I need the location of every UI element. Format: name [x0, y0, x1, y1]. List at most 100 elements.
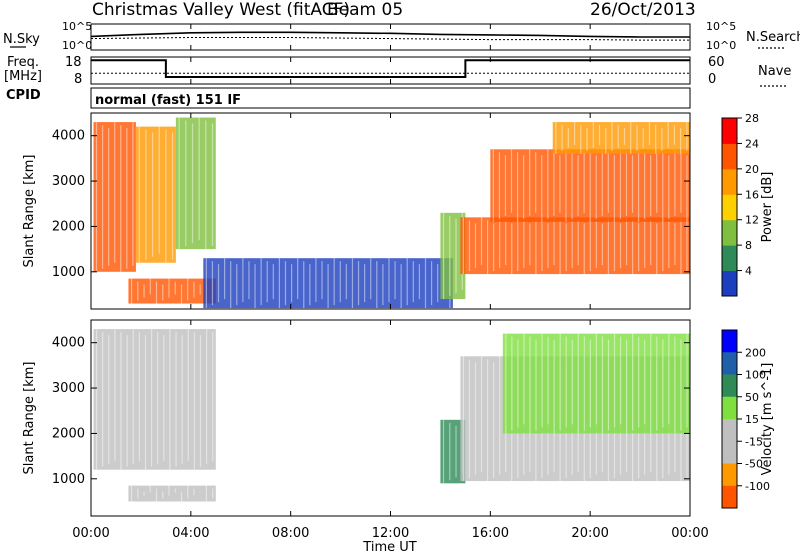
freq-tick-left-top: 18 — [65, 55, 82, 70]
scatter-region — [502, 333, 690, 434]
x-axis-ticks: 00:00 04:00 08:00 12:00 16:00 20:00 00:00 — [72, 24, 709, 541]
colorbar-swatch — [722, 330, 737, 353]
colorbar-tick-label: 28 — [745, 112, 759, 125]
scatter-region — [93, 122, 136, 272]
x-tick-label: 04:00 — [172, 526, 209, 541]
beam-label: Beam 05 — [327, 0, 403, 20]
velocity-colorbar-ticks: 200 100 50 15 -15 -50 -100 — [737, 346, 770, 493]
power-yticks: 1000 2000 3000 4000 — [52, 129, 690, 280]
cpid-text: normal (fast) 151 IF — [95, 93, 241, 108]
y-tick-label: 3000 — [52, 174, 85, 189]
colorbar-swatch — [722, 219, 737, 246]
y-tick-label: 1000 — [52, 472, 85, 487]
colorbar-swatch — [722, 118, 737, 144]
noise-panel: 10^5 10^0 10^5 10^0 — [62, 20, 736, 52]
noise-tick-left-top: 10^5 — [62, 20, 92, 33]
colorbar-tick-label: 20 — [745, 163, 759, 176]
scatter-region — [552, 122, 690, 154]
freq-tick-right-top: 60 — [708, 55, 725, 70]
colorbar-tick-label: 8 — [745, 239, 752, 252]
power-colorbar: 4 8 12 16 20 24 28 Power [dB] — [721, 112, 775, 297]
figure-title: Christmas Valley West (fitACF) — [92, 0, 350, 20]
noise-lines — [90, 31, 690, 41]
colorbar-swatch — [722, 419, 737, 442]
colorbar-swatch — [722, 485, 737, 509]
scatter-region — [128, 278, 216, 304]
x-tick-label: 12:00 — [372, 526, 409, 541]
colorbar-swatch — [722, 374, 737, 398]
scatter-region — [175, 117, 216, 250]
velocity-colorbar: 200 100 50 15 -15 -50 -100 Velocity [m s^-1] — [721, 329, 775, 509]
freq-tick-right-bottom: 0 — [708, 72, 716, 87]
cpid-label: CPID — [6, 88, 41, 103]
x-axis-label: Time UT — [362, 540, 416, 554]
scatter-region — [128, 485, 216, 502]
colorbar-tick-label: 100 — [745, 369, 766, 382]
colorbar-swatch — [722, 245, 737, 272]
colorbar-tick-label: 4 — [745, 265, 752, 278]
cpid-box — [90, 87, 691, 109]
scatter-region — [203, 258, 453, 309]
scatter-region — [490, 149, 690, 222]
noise-tick-right-top: 10^5 — [706, 20, 736, 33]
nave-label: Nave — [758, 64, 791, 79]
scatter-region — [460, 217, 690, 275]
scatter-region — [135, 126, 176, 263]
y-tick-label: 4000 — [52, 336, 85, 351]
freq-tick-left-bottom: 8 — [74, 72, 82, 87]
noise-series-1 — [90, 37, 690, 41]
freq-label-1: Freq. — [7, 55, 39, 70]
x-tick-label: 08:00 — [272, 526, 309, 541]
colorbar-tick-label: -15 — [745, 435, 763, 448]
velocity-colorbar-swatches — [722, 330, 737, 509]
colorbar-tick-label: 50 — [745, 391, 759, 404]
power-colorbar-swatches — [722, 118, 737, 297]
x-tick-label: 00:00 — [671, 526, 708, 541]
colorbar-tick-label: 15 — [745, 413, 759, 426]
noise-tick-right-bottom: 10^0 — [706, 39, 736, 52]
colorbar-swatch — [722, 352, 737, 375]
noise-series-0 — [90, 31, 690, 38]
velocity-yticks: 1000 2000 3000 4000 — [52, 336, 690, 487]
colorbar-tick-label: 24 — [745, 137, 759, 150]
scatter-region — [93, 329, 216, 470]
colorbar-tick-label: 12 — [745, 214, 759, 227]
noise-tick-left-bottom: 10^0 — [62, 39, 92, 52]
colorbar-tick-label: 200 — [745, 346, 766, 359]
power-colorbar-ticks: 4 8 12 16 20 24 28 — [737, 112, 759, 278]
x-tick-label: 00:00 — [72, 526, 109, 541]
x-tick-label: 16:00 — [472, 526, 509, 541]
date-label: 26/Oct/2013 — [590, 0, 696, 20]
colorbar-swatch — [722, 441, 737, 464]
colorbar-tick-label: -50 — [745, 458, 763, 471]
freq-lines — [91, 59, 690, 78]
y-tick-label: 1000 — [52, 265, 85, 280]
y-tick-label: 2000 — [52, 219, 85, 234]
power-colorbar-label: Power [dB] — [760, 172, 775, 243]
colorbar-swatch — [722, 396, 737, 420]
x-tick-label: 20:00 — [571, 526, 608, 541]
colorbar-swatch — [722, 270, 737, 297]
velocity-colorbar-label: Velocity [m s^-1] — [760, 363, 775, 476]
velocity-panel: 1000 2000 3000 4000 Slant Range [km] — [22, 319, 691, 517]
colorbar-swatch — [722, 143, 737, 170]
power-ylabel: Slant Range [km] — [22, 155, 37, 268]
nsearch-label: N.Search — [746, 30, 800, 45]
colorbar-swatch — [722, 194, 737, 221]
power-panel: 1000 2000 3000 4000 Slant Range [km] — [22, 112, 691, 310]
velocity-data — [93, 329, 690, 502]
nsky-label: N.Sky — [3, 32, 40, 47]
colorbar-tick-label: -100 — [745, 480, 770, 493]
freq-panel: 18 8 60 0 — [65, 55, 725, 87]
y-tick-label: 4000 — [52, 129, 85, 144]
y-tick-label: 3000 — [52, 381, 85, 396]
colorbar-swatch — [722, 463, 737, 487]
freq-label-2: [MHz] — [4, 69, 42, 84]
colorbar-tick-label: 16 — [745, 188, 759, 201]
colorbar-swatch — [722, 168, 737, 195]
velocity-ylabel: Slant Range [km] — [22, 362, 37, 475]
power-data — [93, 117, 690, 309]
y-tick-label: 2000 — [52, 426, 85, 441]
freq-series-0 — [91, 59, 690, 78]
